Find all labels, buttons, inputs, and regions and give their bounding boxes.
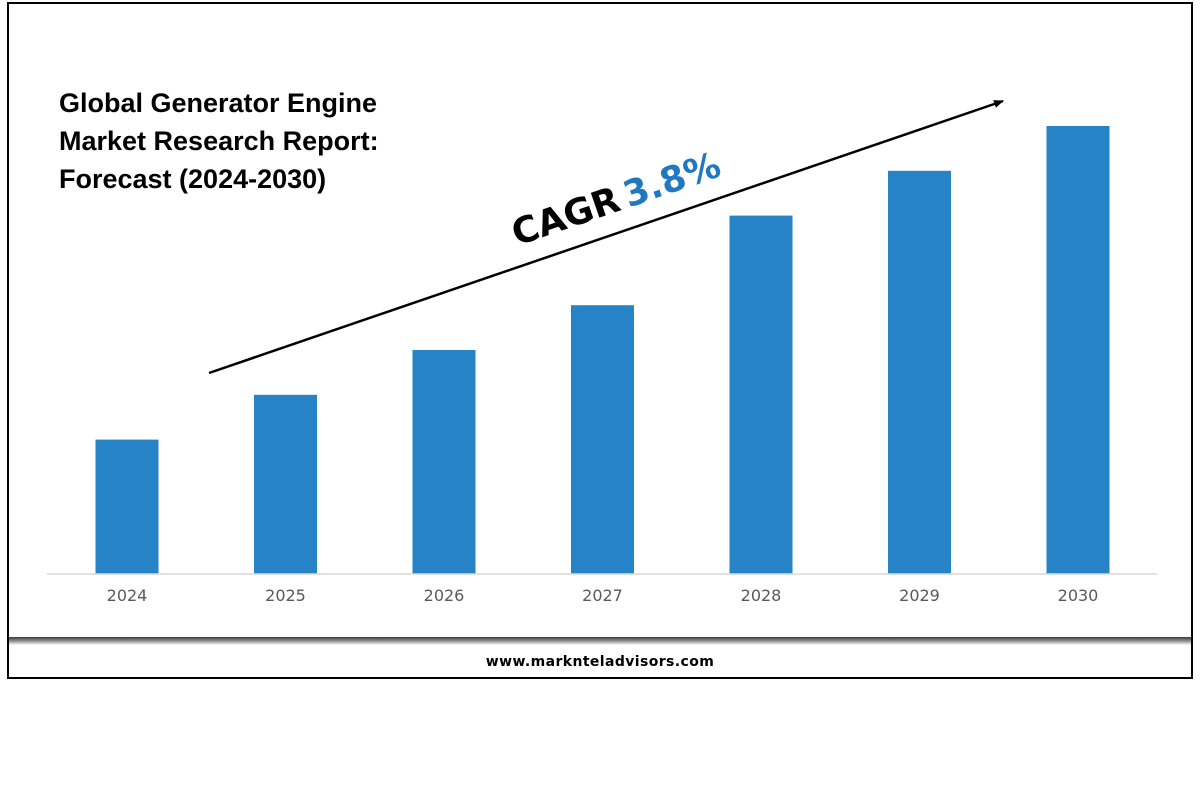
bar-2030 [1046, 126, 1110, 574]
tick-label-2029: 2029 [899, 586, 940, 605]
cagr-value: 3.8% [618, 145, 726, 216]
footer-divider [9, 637, 1191, 645]
chart-area: 2024 2025 2026 2027 2028 2029 2030 CAGR 3.8% G… [9, 4, 1195, 640]
bar-2025 [254, 394, 317, 574]
title-line-1: Global Generator Engine [59, 88, 378, 118]
cagr-label: CAGR [507, 179, 626, 254]
title-line-2: Market Research Report: [59, 126, 379, 156]
tick-label-2028: 2028 [741, 586, 782, 605]
cagr-trend-arrow [208, 99, 1004, 375]
bar-2027 [571, 305, 634, 574]
tick-label-2024: 2024 [107, 586, 148, 605]
tick-label-2030: 2030 [1058, 586, 1099, 605]
chart-frame: 2024 2025 2026 2027 2028 2029 2030 CAGR 3.8% G… [7, 2, 1193, 679]
tick-label-2027: 2027 [582, 586, 623, 605]
footer-website: www.marknteladvisors.com [485, 654, 715, 670]
bar-2026 [412, 350, 476, 574]
tick-labels-group: 2024 2025 2026 2027 2028 2029 2030 [107, 586, 1099, 605]
title-line-3: Forecast (2024-2030) [59, 164, 327, 194]
chart-title: Global Generator Engine Market Research … [59, 84, 439, 198]
bar-2028 [729, 215, 793, 574]
bars-group [95, 126, 1110, 575]
tick-label-2025: 2025 [265, 586, 306, 605]
bar-2029 [888, 170, 951, 575]
bar-chart: 2024 2025 2026 2027 2028 2029 2030 CAGR 3.8% [47, 99, 1157, 605]
bar-2024 [95, 439, 159, 574]
tick-label-2026: 2026 [424, 586, 465, 605]
cagr-annotation: CAGR 3.8% [507, 145, 726, 255]
